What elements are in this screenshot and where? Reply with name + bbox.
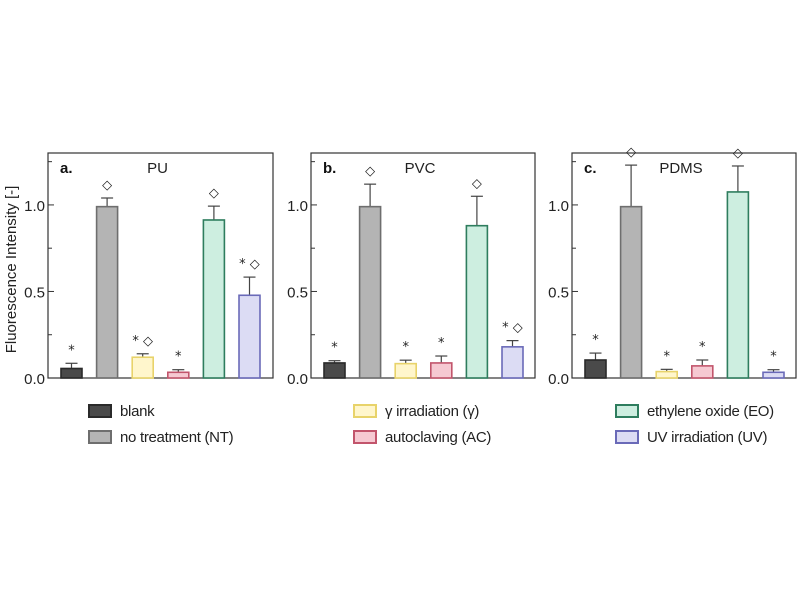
significance-marker: ◇	[365, 164, 375, 179]
bar-NT	[95, 205, 119, 379]
significance-marker: * ◇	[132, 334, 153, 349]
legend-label: blank	[120, 402, 155, 420]
bar-NT	[619, 205, 643, 379]
legend-swatch-blank	[88, 404, 112, 418]
plot-frame	[310, 152, 536, 379]
legend-item-gamma: γ irradiation (γ)	[353, 401, 479, 421]
panel-label: c.	[584, 160, 597, 177]
y-axis-label: Fluorescence Intensity [-]	[3, 186, 20, 354]
bar-AC	[690, 365, 714, 379]
legend-swatch-uv	[615, 430, 639, 444]
y-tick-label: 0.5	[24, 284, 45, 301]
chart-panel-1: 0.0 0.5 1.0 a. PU Fluorescence Intensity [-] *…	[3, 152, 274, 388]
significance-marker: * ◇	[502, 321, 523, 336]
y-tick-label: 0.5	[287, 284, 308, 301]
bar-UV	[762, 371, 785, 379]
chart-title: PDMS	[659, 160, 702, 177]
significance-marker: * ◇	[239, 257, 260, 272]
bar-EO	[202, 219, 226, 379]
y-tick-label: 0.0	[24, 371, 45, 388]
plot-frame	[571, 152, 797, 379]
bar-blank	[584, 359, 607, 379]
panel-label: b.	[323, 160, 336, 177]
y-tick-label: 1.0	[24, 198, 45, 215]
legend-swatch-autoclaving	[353, 430, 377, 444]
significance-marker: *	[663, 349, 670, 364]
legend-item-blank: blank	[88, 401, 155, 421]
y-tick-label: 0.0	[287, 371, 308, 388]
bar-γ	[655, 370, 679, 379]
plot-frame	[47, 152, 274, 379]
legend-swatch-no-treatment	[88, 430, 112, 444]
significance-marker: *	[699, 340, 706, 355]
bar-γ	[394, 362, 418, 379]
legend-swatch-gamma	[353, 404, 377, 418]
significance-marker: *	[175, 350, 182, 365]
legend-swatch-ethylene-oxide	[615, 404, 639, 418]
bar-NT	[358, 205, 382, 379]
y-tick-label: 1.0	[287, 198, 308, 215]
y-tick-label: 0.0	[548, 371, 569, 388]
bar-AC	[429, 362, 453, 379]
significance-marker: *	[402, 340, 409, 355]
legend-item-uv: UV irradiation (UV)	[615, 427, 767, 447]
significance-marker: ◇	[472, 176, 482, 191]
bar-UV	[501, 346, 524, 379]
bar-blank	[60, 367, 83, 379]
chart-panel-3: 0.0 0.5 1.0 c. PDMS * ◇ * * ◇ *	[548, 145, 797, 388]
significance-marker: *	[592, 333, 599, 348]
significance-marker: ◇	[209, 186, 219, 201]
y-tick-label: 0.5	[548, 284, 569, 301]
chart-panel-2: 0.0 0.5 1.0 b. PVC * ◇ * * ◇ * ◇	[287, 152, 536, 388]
legend-label: autoclaving (AC)	[385, 428, 492, 446]
legend-item-no-treatment: no treatment (NT)	[88, 427, 234, 447]
bar-AC	[167, 371, 190, 379]
bar-blank	[323, 362, 346, 379]
legend-label: UV irradiation (UV)	[647, 428, 768, 446]
significance-marker: ◇	[102, 178, 112, 193]
panel-label: a.	[60, 160, 73, 177]
bar-UV	[238, 294, 261, 379]
y-tick-label: 1.0	[548, 198, 569, 215]
legend-item-ethylene-oxide: ethylene oxide (EO)	[615, 401, 774, 421]
legend-label: no treatment (NT)	[120, 428, 234, 446]
significance-marker: *	[68, 343, 75, 358]
legend-item-autoclaving: autoclaving (AC)	[353, 427, 491, 447]
significance-marker: *	[331, 341, 338, 356]
bar-EO	[465, 224, 489, 379]
significance-marker: ◇	[733, 146, 743, 161]
legend-label: ethylene oxide (EO)	[647, 402, 774, 420]
significance-marker: ◇	[626, 145, 636, 160]
significance-marker: *	[770, 350, 777, 365]
chart-title: PVC	[405, 160, 436, 177]
bar-EO	[726, 191, 750, 379]
legend-label: γ irradiation (γ)	[385, 402, 480, 420]
significance-marker: *	[438, 336, 445, 351]
chart-title: PU	[147, 160, 168, 177]
bar-γ	[131, 356, 154, 379]
